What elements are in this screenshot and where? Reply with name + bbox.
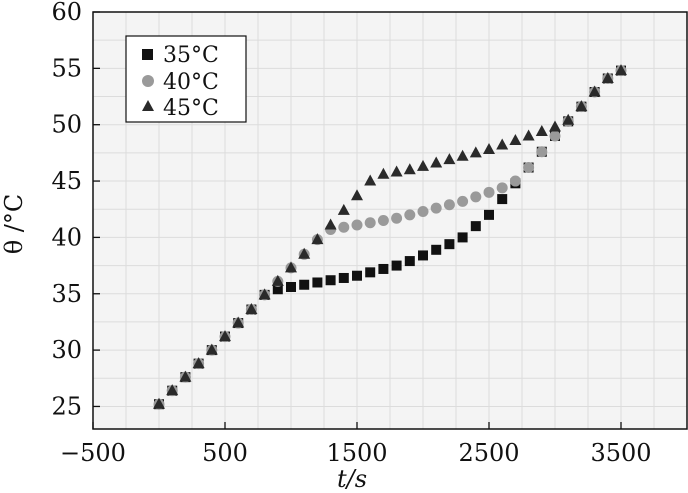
data-point-triangle [535, 124, 548, 136]
data-point-circle [523, 162, 535, 174]
data-point-triangle [285, 261, 297, 273]
data-point-circle [457, 195, 469, 207]
data-point-triangle [364, 174, 377, 186]
data-point-triangle [258, 288, 271, 300]
data-point-circle [417, 205, 429, 217]
data-point-triangle [337, 203, 350, 215]
legend-label-40: 40°C [163, 70, 219, 95]
y-tick-label: 40 [51, 223, 82, 251]
data-point-circle [509, 175, 521, 187]
y-tick-label: 45 [51, 167, 82, 195]
data-point-circle [470, 191, 482, 203]
data-point-square [338, 272, 349, 283]
data-point-triangle [588, 85, 601, 97]
data-point-triangle [417, 159, 429, 171]
data-point-triangle [271, 274, 284, 286]
x-tick-label: −500 [60, 439, 126, 467]
data-point-square [418, 250, 428, 261]
data-point-circle [443, 199, 455, 211]
data-point-triangle [522, 129, 535, 141]
data-point-square [431, 244, 442, 255]
data-point-square [484, 209, 494, 220]
data-point-triangle [601, 71, 614, 83]
data-point-square [470, 221, 481, 232]
data-point-circle [404, 209, 416, 221]
data-point-triangle [562, 113, 575, 125]
data-point-circle [364, 217, 376, 229]
data-point-triangle [324, 218, 337, 230]
data-point-square [272, 284, 283, 295]
data-point-triangle [549, 120, 561, 132]
data-point-triangle [575, 100, 588, 112]
legend-marker-35 [142, 49, 153, 60]
y-tick-label: 25 [51, 392, 82, 420]
data-point-square [444, 239, 455, 250]
data-point-circle [496, 182, 508, 194]
y-tick-label: 30 [51, 336, 82, 364]
legend-marker-40 [142, 75, 154, 87]
data-point-triangle [509, 133, 522, 145]
legend: 35°C 40°C 45°C [125, 35, 247, 123]
data-point-triangle [443, 153, 456, 165]
data-point-triangle [377, 167, 390, 179]
data-point-square [352, 270, 362, 281]
data-point-square [365, 267, 376, 278]
data-point-triangle [232, 316, 245, 328]
data-point-circle [536, 146, 548, 158]
data-point-circle [338, 221, 350, 233]
y-tick-label: 35 [51, 280, 82, 308]
plot-frame [92, 11, 688, 430]
legend-marker-45 [142, 100, 154, 111]
data-point-square [497, 194, 508, 205]
axis-ticks: −500 500 1500 2500 3500 25 30 35 40 45 50 55 60 [51, 0, 651, 467]
data-point-triangle [456, 149, 469, 161]
y-axis-title: θ /°C [0, 194, 28, 255]
data-point-triangle [179, 370, 192, 382]
data-point-circle [430, 202, 442, 214]
data-point-triangle [390, 165, 403, 177]
data-point-square [299, 279, 310, 290]
x-tick-label: 2500 [458, 439, 519, 467]
x-tick-label: 500 [202, 439, 248, 467]
legend-label-45: 45°C [163, 96, 219, 121]
data-point-square [312, 277, 323, 288]
y-tick-label: 55 [51, 54, 82, 82]
data-point-circle [391, 212, 403, 224]
y-tick-label: 60 [51, 0, 82, 26]
data-point-square [286, 281, 296, 292]
data-point-square [325, 275, 336, 286]
data-point-triangle [430, 156, 443, 168]
y-tick-label: 50 [51, 111, 82, 139]
data-point-triangle [153, 397, 165, 409]
data-point-square [378, 263, 389, 274]
data-point-square [404, 256, 415, 267]
data-point-circle [377, 215, 389, 226]
data-point-triangle [496, 138, 509, 150]
data-point-square [391, 260, 402, 271]
data-point-triangle [311, 233, 324, 245]
data-point-triangle [483, 142, 495, 154]
x-tick-label: 1500 [326, 439, 387, 467]
legend-label-35: 35°C [163, 43, 219, 68]
data-point-triangle [166, 384, 179, 396]
data-point-triangle [192, 357, 205, 369]
data-point-circle [549, 130, 561, 142]
data-point-triangle [298, 247, 311, 259]
data-marks [153, 64, 627, 410]
data-point-triangle [469, 146, 482, 158]
data-point-circle [351, 219, 363, 231]
data-point-square [457, 232, 468, 243]
data-point-triangle [403, 163, 416, 175]
data-point-triangle [245, 303, 258, 315]
x-axis-title: t/s [337, 465, 367, 493]
data-point-triangle [351, 189, 363, 201]
data-point-triangle [205, 343, 218, 355]
x-tick-label: 3500 [590, 439, 651, 467]
data-point-circle [483, 186, 495, 198]
data-point-triangle [219, 330, 231, 342]
data-point-triangle [615, 64, 627, 76]
